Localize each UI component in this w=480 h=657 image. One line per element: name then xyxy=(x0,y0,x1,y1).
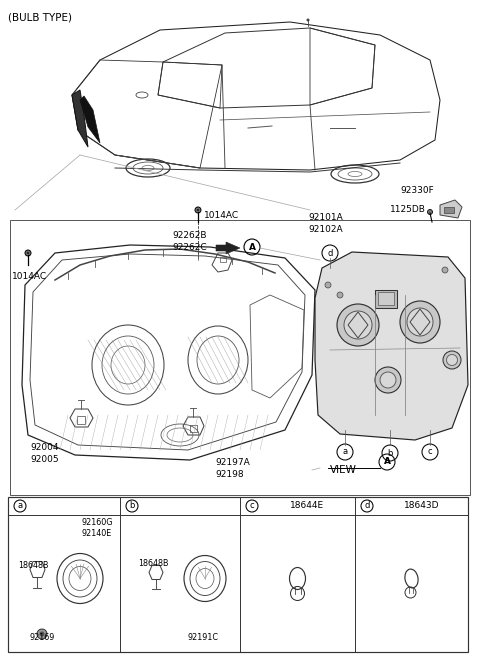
Text: 92169: 92169 xyxy=(30,633,55,642)
Ellipse shape xyxy=(446,355,457,365)
Text: 92197A
92198: 92197A 92198 xyxy=(215,458,250,479)
Bar xyxy=(220,257,226,262)
Text: 92101A
92102A: 92101A 92102A xyxy=(308,213,343,234)
Text: d: d xyxy=(364,501,370,510)
Polygon shape xyxy=(80,96,100,143)
Text: b: b xyxy=(387,449,393,457)
Text: 18648B: 18648B xyxy=(18,561,48,570)
Ellipse shape xyxy=(400,301,440,343)
Text: 18643D: 18643D xyxy=(404,501,439,510)
Text: c: c xyxy=(250,501,254,510)
Bar xyxy=(375,290,397,308)
Bar xyxy=(444,207,454,213)
Text: 92004
92005: 92004 92005 xyxy=(30,443,59,464)
Bar xyxy=(190,425,197,432)
Text: A: A xyxy=(249,242,255,252)
Ellipse shape xyxy=(337,304,379,346)
Polygon shape xyxy=(315,252,468,440)
Circle shape xyxy=(197,209,199,211)
Circle shape xyxy=(337,292,343,298)
Circle shape xyxy=(325,282,331,288)
Polygon shape xyxy=(216,242,240,254)
Text: 92160G
92140E: 92160G 92140E xyxy=(82,518,113,538)
Text: 92191C: 92191C xyxy=(188,633,219,642)
Ellipse shape xyxy=(375,367,401,393)
Circle shape xyxy=(442,267,448,273)
Text: 1014AC: 1014AC xyxy=(12,272,47,281)
Bar xyxy=(8,497,468,652)
Circle shape xyxy=(37,629,47,639)
Ellipse shape xyxy=(344,311,372,339)
Text: 18644E: 18644E xyxy=(290,501,324,510)
Ellipse shape xyxy=(443,351,461,369)
Ellipse shape xyxy=(380,372,396,388)
Circle shape xyxy=(27,252,29,254)
Bar xyxy=(10,220,470,495)
Text: 92262B
92262C: 92262B 92262C xyxy=(172,231,206,252)
Circle shape xyxy=(25,250,31,256)
Text: b: b xyxy=(129,501,135,510)
Text: 1125DB: 1125DB xyxy=(390,205,426,214)
Text: a: a xyxy=(17,501,23,510)
Text: A: A xyxy=(384,457,391,466)
Circle shape xyxy=(307,18,310,22)
Text: d: d xyxy=(327,248,333,258)
Text: c: c xyxy=(428,447,432,457)
Circle shape xyxy=(39,631,45,637)
Polygon shape xyxy=(440,200,462,218)
Text: a: a xyxy=(342,447,348,457)
Text: VIEW: VIEW xyxy=(330,465,357,475)
Ellipse shape xyxy=(407,308,433,336)
Text: 18648B: 18648B xyxy=(138,559,168,568)
Text: (BULB TYPE): (BULB TYPE) xyxy=(8,13,72,23)
Bar xyxy=(77,416,85,424)
Text: 92330F: 92330F xyxy=(400,186,434,195)
Bar xyxy=(378,292,394,305)
Circle shape xyxy=(195,207,201,213)
Polygon shape xyxy=(72,90,88,147)
Text: 1014AC: 1014AC xyxy=(204,210,239,219)
Circle shape xyxy=(428,210,432,214)
